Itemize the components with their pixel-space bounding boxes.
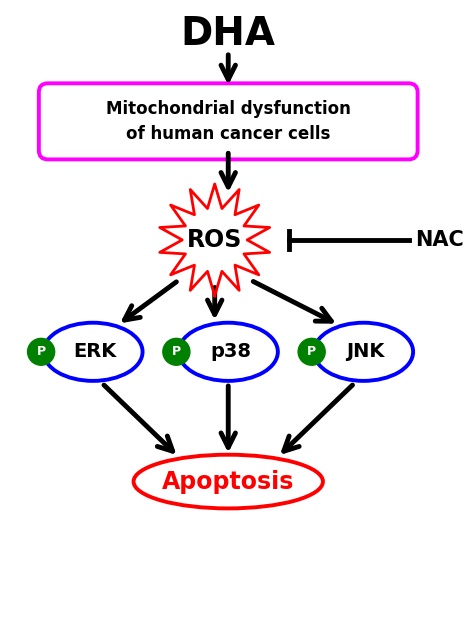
Ellipse shape	[314, 323, 413, 381]
Text: ERK: ERK	[73, 343, 117, 362]
Circle shape	[163, 338, 190, 365]
Ellipse shape	[43, 323, 143, 381]
Text: p38: p38	[210, 343, 251, 362]
Circle shape	[27, 338, 55, 365]
Text: NAC: NAC	[415, 230, 464, 250]
Ellipse shape	[179, 323, 278, 381]
Text: P: P	[172, 345, 181, 358]
FancyBboxPatch shape	[39, 83, 418, 159]
Text: P: P	[36, 345, 46, 358]
Text: DHA: DHA	[181, 15, 276, 53]
Text: ROS: ROS	[187, 228, 242, 252]
Text: Apoptosis: Apoptosis	[162, 470, 294, 494]
Text: JNK: JNK	[346, 343, 385, 362]
Text: Mitochondrial dysfunction
of human cancer cells: Mitochondrial dysfunction of human cance…	[106, 100, 351, 143]
Ellipse shape	[134, 454, 323, 508]
Polygon shape	[160, 184, 270, 296]
Text: P: P	[307, 345, 316, 358]
Circle shape	[298, 338, 325, 365]
